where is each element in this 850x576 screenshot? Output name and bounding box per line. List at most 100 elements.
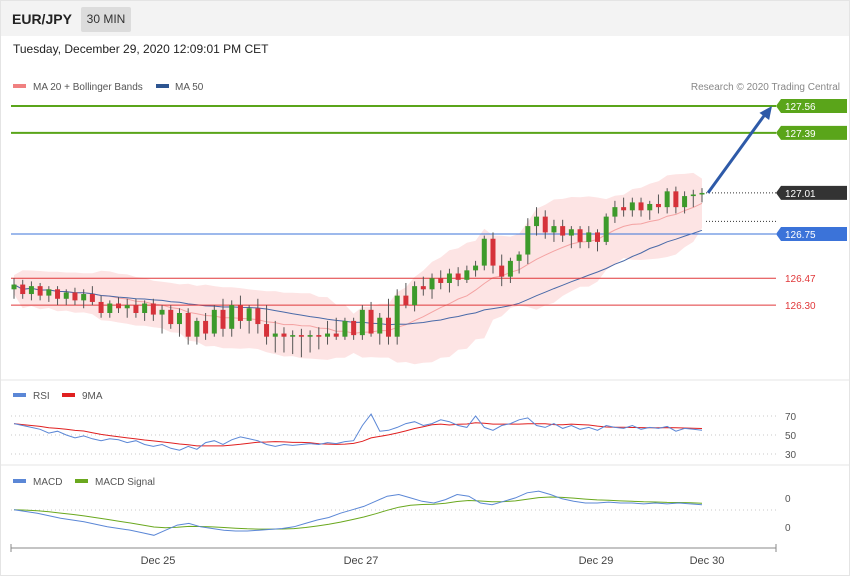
candle-body: [229, 305, 235, 329]
candle-body: [185, 313, 191, 337]
level-tag-box: [776, 125, 847, 140]
candle: [420, 276, 426, 296]
level-tag-resistance: 127.39: [776, 125, 847, 140]
candle-body: [220, 309, 226, 329]
candle: [246, 305, 252, 334]
candle: [150, 298, 156, 321]
candle-body: [568, 229, 574, 236]
candle-body: [603, 216, 609, 242]
candle: [211, 305, 217, 337]
candle: [464, 265, 470, 283]
candle-body: [473, 265, 479, 271]
candle: [272, 320, 278, 353]
level-tag-support: 126.47: [785, 274, 816, 285]
candle-body: [412, 286, 418, 306]
x-tick-label: Dec 30: [690, 555, 725, 567]
candle-body: [359, 309, 365, 336]
candle: [290, 330, 296, 355]
candle-body: [28, 286, 34, 295]
macd-signal-line: [13, 496, 703, 530]
candle-body: [81, 294, 87, 301]
candle-body: [290, 335, 296, 337]
candle-body: [72, 292, 78, 301]
candle-body: [586, 232, 592, 242]
candle: [394, 289, 400, 345]
rsi-line: [13, 413, 703, 451]
legend-label-macd-signal: MACD Signal: [95, 477, 155, 488]
candle: [124, 298, 130, 318]
legend-label-rsi: RSI: [33, 391, 50, 402]
candle-body: [176, 313, 182, 325]
candle: [37, 282, 43, 301]
candle: [586, 226, 592, 249]
legend-label-macd: MACD: [33, 477, 62, 488]
candle-body: [89, 294, 95, 302]
candle-body: [203, 320, 209, 334]
level-tag-label: 126.75: [785, 230, 816, 241]
macd-line: [13, 490, 703, 536]
level-tag-box: [776, 185, 847, 200]
candle-body: [281, 333, 287, 337]
level-tag-support: 126.30: [785, 301, 816, 312]
candle-body: [551, 226, 557, 233]
candle-body: [385, 317, 391, 337]
candle: [507, 257, 513, 283]
candle: [255, 298, 261, 334]
level-lines: 127.56 127.39 127.01 126.75 126.47 126.30: [11, 99, 847, 312]
candle: [333, 317, 339, 340]
macd-tick-lower: 0: [785, 523, 791, 534]
candle: [11, 278, 17, 299]
candle-body: [264, 324, 270, 337]
candle-body: [272, 333, 278, 337]
candle-body: [133, 305, 139, 313]
candle: [20, 279, 26, 299]
legend-swatch-ma50: [156, 84, 169, 88]
ma50-line: [13, 229, 703, 326]
candle: [168, 305, 174, 329]
legend-swatch-macd-signal: [75, 479, 88, 483]
candles: [11, 186, 705, 358]
candle: [673, 186, 679, 214]
candle-body: [246, 308, 252, 321]
candle: [560, 219, 566, 242]
candle-body: [333, 333, 339, 337]
candle-body: [55, 289, 61, 299]
candle: [473, 260, 479, 277]
legend-label-rsi-ma: 9MA: [82, 391, 103, 402]
candle: [455, 267, 461, 287]
candle: [647, 200, 653, 220]
candle-body: [211, 309, 217, 334]
candle: [429, 273, 435, 299]
candle: [237, 295, 243, 329]
rsi-tick-70: 70: [785, 412, 797, 423]
level-tag-label: 127.01: [785, 189, 816, 200]
candle: [176, 308, 182, 337]
candle-body: [560, 226, 566, 236]
candle-body: [464, 270, 470, 280]
x-tick-label: Dec 27: [344, 555, 379, 567]
candle: [516, 251, 522, 274]
rsi-tick-50: 50: [785, 431, 797, 442]
candle-body: [647, 203, 653, 211]
candle-body: [46, 289, 52, 296]
candle-body: [325, 333, 331, 337]
candle: [72, 287, 78, 306]
candle-body: [107, 303, 113, 313]
timeframe-button[interactable]: 30 MIN: [81, 7, 131, 32]
candle-body: [446, 273, 452, 283]
candle: [568, 226, 574, 249]
legend-label-ma20: MA 20 + Bollinger Bands: [33, 82, 143, 93]
candle-body: [377, 317, 383, 334]
x-tick-label: Dec 25: [141, 555, 176, 567]
candle: [116, 297, 122, 313]
candle: [655, 194, 661, 214]
candle-body: [63, 292, 69, 299]
candle: [385, 298, 391, 345]
level-tag-label: 127.56: [785, 102, 816, 113]
candle: [638, 197, 644, 217]
candle-body: [525, 226, 531, 255]
candle: [359, 305, 365, 340]
candle-body: [394, 295, 400, 337]
candle: [551, 219, 557, 242]
